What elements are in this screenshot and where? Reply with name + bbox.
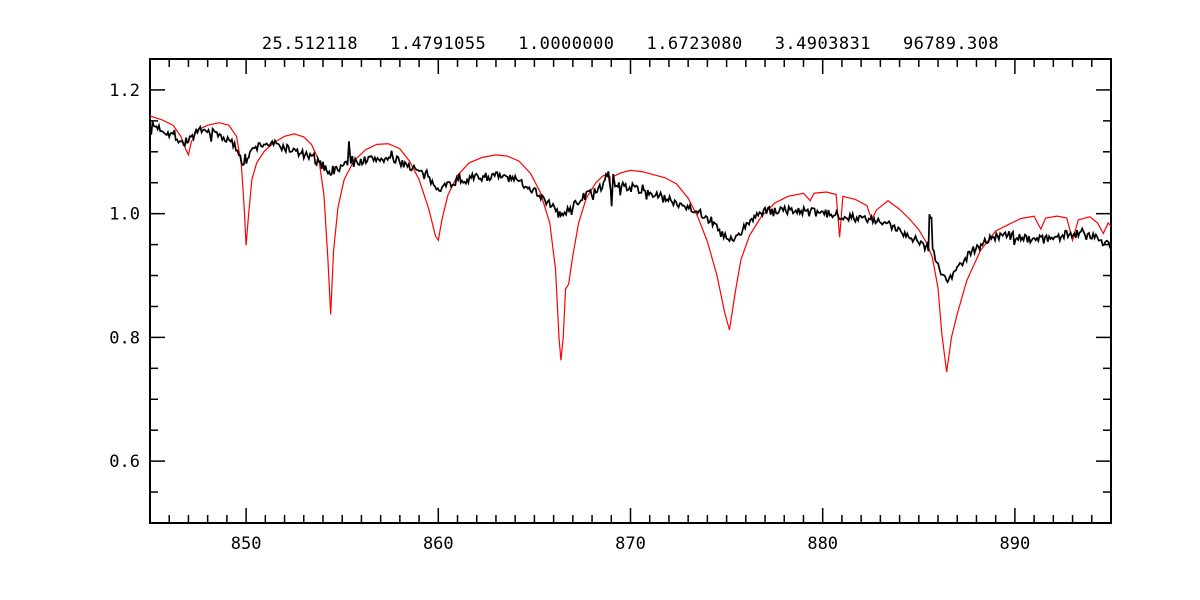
y-tick-label: 1.0 <box>109 205 140 225</box>
x-tick-label: 850 <box>231 534 262 554</box>
observed-spectrum-line <box>149 121 1112 284</box>
x-tick-label: 880 <box>807 534 838 554</box>
x-tick-label: 890 <box>1000 534 1031 554</box>
y-tick-label: 0.8 <box>109 328 140 348</box>
fit-parameters-title: 25.512118 1.4791055 1.0000000 1.6723080 … <box>261 34 1000 54</box>
y-tick-label: 1.2 <box>109 81 140 101</box>
x-tick-label: 870 <box>615 534 646 554</box>
x-tick-label: 860 <box>423 534 454 554</box>
y-tick-label: 0.6 <box>109 452 140 472</box>
model-spectrum-line <box>149 115 1112 373</box>
plot-axes-box <box>149 58 1112 524</box>
